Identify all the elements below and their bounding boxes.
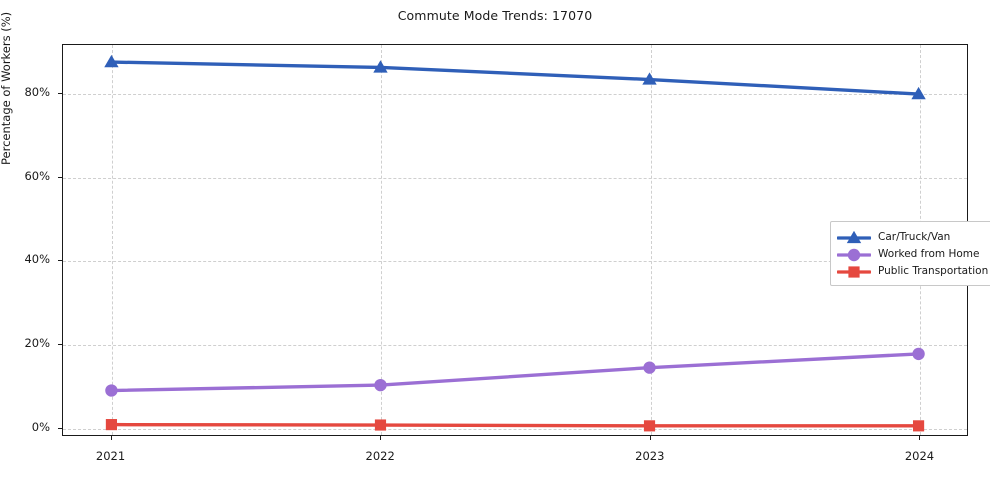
y-tick-label: 40%: [24, 252, 50, 267]
chart-title: Commute Mode Trends: 17070: [397, 8, 593, 23]
series-line: [109, 422, 921, 428]
legend-swatch: [836, 264, 872, 278]
gridline-horizontal: [63, 345, 967, 347]
x-tick-label: 2024: [904, 449, 935, 463]
x-tick-mark: [649, 436, 651, 440]
chart-legend: Car/Truck/Van Worked from Home Public Tran…: [830, 221, 990, 286]
y-tick-label: 20%: [24, 336, 50, 351]
y-tick-label: 80%: [24, 85, 50, 100]
legend-label: Worked from Home: [878, 247, 980, 260]
data-point-marker: [373, 60, 388, 73]
legend-item-3[interactable]: Public Transportation: [836, 262, 989, 279]
data-point-marker: [642, 72, 657, 85]
series-3: [105, 419, 925, 432]
data-point-marker: [374, 378, 387, 392]
gridline-vertical: [650, 45, 652, 435]
x-tick-label: 2023: [635, 449, 665, 463]
gridline-horizontal: [63, 261, 967, 263]
legend-item-1[interactable]: Car/Truck/Van: [836, 228, 988, 245]
legend-swatch: [836, 230, 872, 244]
data-point-marker: [105, 384, 118, 397]
series-line: [109, 60, 921, 96]
y-tick-label: 0%: [31, 419, 50, 434]
x-tick-mark: [919, 436, 921, 440]
legend-marker-icon: [847, 248, 861, 261]
x-tick-mark: [110, 436, 112, 440]
legend-marker-icon: [846, 230, 862, 243]
data-point-marker: [912, 420, 925, 432]
y-tick-mark: [57, 260, 62, 262]
series-1: [104, 54, 926, 100]
data-point-marker: [374, 419, 387, 431]
gridline-horizontal: [63, 94, 967, 96]
legend-label: Car/Truck/Van: [878, 230, 951, 243]
data-point-marker: [643, 420, 656, 432]
plot-area: [62, 44, 968, 436]
gridline-horizontal: [63, 428, 967, 430]
legend-swatch: [836, 247, 872, 261]
legend-item-2[interactable]: Worked from Home: [836, 245, 988, 262]
data-point-marker: [643, 361, 656, 374]
series-lines: [104, 54, 926, 432]
legend-label: Public Transportation: [878, 264, 989, 277]
data-point-marker: [911, 86, 926, 100]
data-point-marker: [912, 347, 925, 361]
gridline-horizontal: [63, 177, 967, 179]
y-tick-mark: [57, 344, 62, 346]
x-tick-mark: [380, 436, 382, 440]
y-tick-mark: [57, 427, 62, 429]
series-2: [105, 347, 925, 397]
gridline-vertical: [381, 45, 383, 435]
y-tick-mark: [57, 176, 62, 178]
y-tick-mark: [57, 93, 62, 95]
legend-marker-icon: [848, 265, 860, 278]
data-point-marker: [104, 54, 119, 68]
series-line: [109, 352, 921, 393]
gridline-vertical: [111, 45, 113, 435]
y-tick-label: 60%: [24, 168, 50, 183]
x-tick-label: 2022: [365, 449, 395, 463]
x-tick-label: 2021: [95, 449, 126, 463]
data-point-marker: [105, 419, 118, 431]
